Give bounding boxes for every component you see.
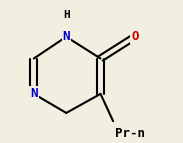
Text: N: N <box>30 87 38 100</box>
Text: N: N <box>63 30 70 43</box>
Text: Pr-n: Pr-n <box>115 127 145 140</box>
Text: O: O <box>131 30 139 43</box>
Text: H: H <box>63 10 70 20</box>
